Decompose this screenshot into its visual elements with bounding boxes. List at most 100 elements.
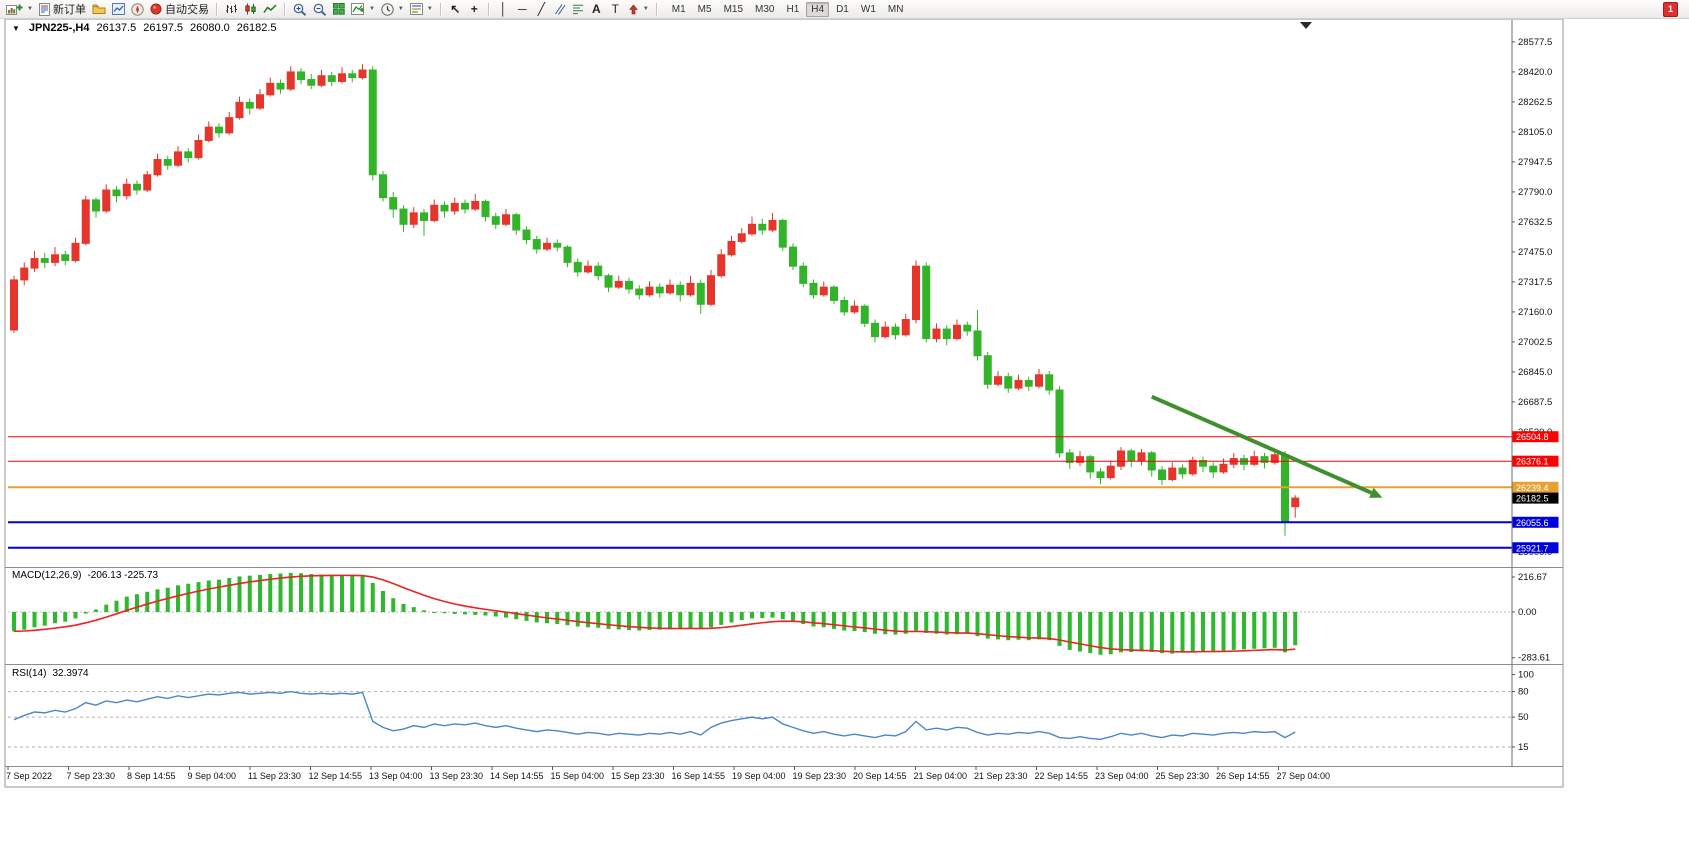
chart-shift-marker[interactable] [1300, 22, 1312, 29]
macd-bar [1047, 611, 1052, 641]
candle-up [338, 73, 346, 82]
macd-bar [924, 611, 929, 633]
macd-bar [135, 594, 139, 612]
macd-bar [801, 611, 806, 625]
zoom-out-button[interactable] [310, 1, 330, 18]
candle-down [983, 355, 992, 385]
candle-up [10, 279, 18, 331]
timeframe-m30-button[interactable]: M30 [755, 3, 775, 15]
macd-bar [176, 585, 180, 612]
autotrading-label: 自动交易 [164, 4, 209, 16]
channel-icon [554, 4, 566, 15]
dropdown-icon: ▼ [27, 6, 33, 12]
one-click-trading-toggle[interactable]: ▼ [12, 23, 20, 33]
macd-bar [914, 611, 918, 631]
macd-bar [575, 611, 580, 627]
zoom-in-button[interactable] [290, 1, 310, 18]
candle-up [30, 258, 39, 269]
candle-up [1106, 465, 1115, 479]
macd-bar [1016, 611, 1021, 640]
timeframe-mn-button[interactable]: MN [887, 3, 904, 15]
candle-down [92, 199, 100, 212]
candle-down [778, 219, 787, 248]
navigator-button[interactable] [128, 1, 147, 18]
label-tool-icon: T [611, 1, 619, 16]
candle-up [686, 282, 695, 296]
timeframe-w1-button[interactable]: W1 [860, 3, 876, 15]
tile-windows-button[interactable] [330, 1, 348, 18]
macd-bar [791, 611, 795, 622]
crosshair-button[interactable]: + [465, 1, 484, 18]
chart-line-button[interactable] [260, 1, 280, 18]
vertical-line-button[interactable]: │ [494, 1, 513, 18]
candle-down [830, 286, 838, 301]
candle-down [327, 75, 336, 82]
toolbar-separator [655, 2, 658, 16]
macd-bar [1006, 611, 1011, 641]
timeframe-m1-button[interactable]: M1 [671, 3, 686, 15]
new-order-button[interactable]: 新订单 [36, 1, 89, 18]
candle-down [553, 242, 562, 248]
macd-bar [514, 611, 519, 620]
candle-up [666, 284, 674, 294]
candle-down [461, 202, 469, 210]
candle-down [655, 286, 664, 294]
rsi-scale-label: 50 [1518, 712, 1529, 723]
macd-bar [381, 590, 385, 612]
notification-badge[interactable]: 1 [1663, 1, 1678, 17]
chart-candles-button[interactable] [241, 1, 260, 18]
timeframe-m5-button[interactable]: M5 [697, 3, 712, 15]
horizontal-line-button[interactable]: ─ [513, 1, 532, 18]
trend-arrow[interactable] [1150, 394, 1383, 498]
new-chart-button[interactable]: ▼ [3, 1, 36, 18]
dropdown-icon: ▼ [642, 6, 649, 12]
macd-bar [647, 611, 652, 631]
macd-bar [145, 591, 150, 612]
ohlc-close: 26182.5 [236, 22, 277, 34]
charts-list-button[interactable] [109, 1, 128, 18]
templates-button[interactable]: ▼ [407, 1, 436, 18]
cursor-button[interactable]: ↖ [446, 1, 465, 18]
autotrading-button[interactable]: 自动交易 [147, 1, 212, 18]
label-tool-button[interactable]: T [606, 1, 625, 18]
macd-bar [842, 611, 847, 631]
candle-up [748, 223, 756, 235]
timeframe-d1-button[interactable]: D1 [836, 3, 849, 15]
text-tool-button[interactable]: A [587, 1, 606, 18]
macd-bar [63, 611, 68, 622]
candle-up [912, 265, 920, 321]
fibonacci-button[interactable] [569, 1, 587, 18]
profiles-button[interactable] [89, 1, 109, 18]
candle-down [973, 330, 982, 357]
macd-bar [452, 611, 457, 614]
periods-button[interactable]: ▼ [378, 1, 407, 18]
candle-up [717, 254, 726, 277]
macd-bar [1129, 611, 1134, 652]
chart-canvas[interactable]: 28577.5 28420.0 28262.5 28105.0 27947.5 27790… [0, 0, 1689, 830]
candle-up [317, 75, 326, 86]
trend-arrow-head [1369, 487, 1383, 498]
timeframe-h4-button[interactable]: H4 [806, 1, 830, 17]
zoom-out-icon [313, 3, 327, 16]
candle-down [1158, 469, 1166, 481]
candle-down [1086, 456, 1095, 473]
channel-button[interactable] [551, 1, 569, 18]
chart-bars-button[interactable] [222, 1, 241, 18]
candle-up [51, 254, 59, 263]
macd-bar [1057, 611, 1062, 646]
trendline-button[interactable]: ╱ [532, 1, 551, 18]
macd-bar [770, 611, 775, 618]
new-chart-icon [6, 4, 23, 15]
indicators-button[interactable]: ▼ [348, 1, 378, 18]
macd-bar [627, 611, 631, 631]
macd-bar [811, 611, 816, 627]
timeframe-h1-button[interactable]: H1 [786, 3, 800, 15]
macd-bar [657, 611, 662, 630]
timeframe-m15-button[interactable]: M15 [723, 3, 744, 15]
macd-bar [1190, 611, 1195, 652]
macd-bar [1037, 611, 1041, 640]
arrows-tool-button[interactable]: ▼ [625, 1, 652, 18]
dropdown-icon: ▼ [397, 6, 404, 12]
candle-down [1065, 452, 1074, 463]
